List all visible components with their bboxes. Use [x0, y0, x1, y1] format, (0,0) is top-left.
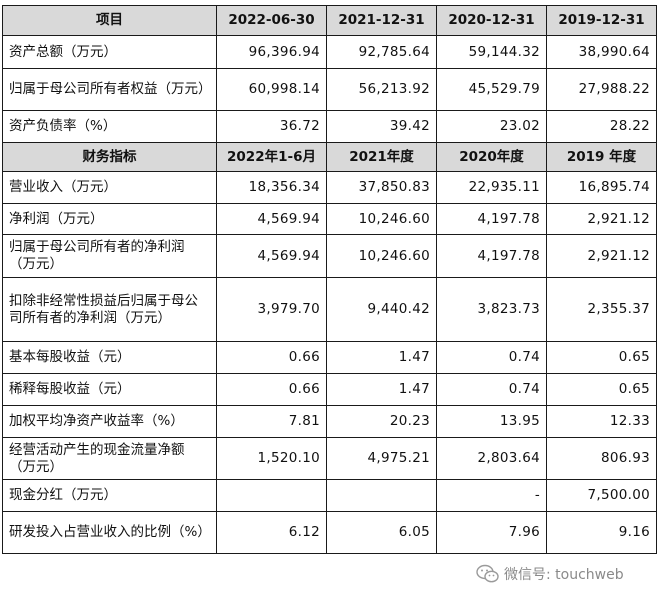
row-label: 归属于母公司所有者权益（万元） [2, 68, 217, 111]
value-cell: 13.95 [436, 405, 547, 438]
row-label: 经营活动产生的现金流量净额（万元） [2, 437, 217, 480]
value-cell: 9.16 [546, 511, 657, 554]
table-row: 营业收入（万元） 18,356.34 37,850.83 22,935.11 1… [2, 171, 657, 204]
row-label: 稀释每股收益（元） [2, 373, 217, 406]
row-label: 扣除非经常性损益后归属于母公司所有者的净利润（万元） [2, 277, 217, 342]
value-cell: 4,975.21 [326, 437, 437, 480]
value-cell [326, 479, 437, 512]
header-cell-item: 项目 [2, 5, 217, 36]
header-cell-indicator: 财务指标 [2, 142, 217, 172]
value-cell: 20.23 [326, 405, 437, 438]
value-cell: 28.22 [546, 110, 657, 143]
row-label: 加权平均净资产收益率（%） [2, 405, 217, 438]
value-cell: 0.65 [546, 341, 657, 374]
table-row: 资产负债率（%） 36.72 39.42 23.02 28.22 [2, 110, 657, 143]
value-cell: 16,895.74 [546, 171, 657, 204]
value-cell: 9,440.42 [326, 277, 437, 342]
table-row: 稀释每股收益（元） 0.66 1.47 0.74 0.65 [2, 373, 657, 406]
value-cell: 39.42 [326, 110, 437, 143]
row-label: 资产负债率（%） [2, 110, 217, 143]
header-cell-2022-06-30: 2022-06-30 [216, 5, 327, 36]
value-cell: 0.74 [436, 373, 547, 406]
value-cell: 2,921.12 [546, 203, 657, 235]
row-label: 现金分红（万元） [2, 479, 217, 512]
header-cell-2021-12-31: 2021-12-31 [326, 5, 437, 36]
value-cell: 10,246.60 [326, 203, 437, 235]
value-cell: - [436, 479, 547, 512]
table-row: 加权平均净资产收益率（%） 7.81 20.23 13.95 12.33 [2, 405, 657, 438]
table-row: 归属于母公司所有者的净利润（万元） 4,569.94 10,246.60 4,1… [2, 234, 657, 278]
table-row: 研发投入占营业收入的比例（%） 6.12 6.05 7.96 9.16 [2, 511, 657, 554]
table-header-row: 项目 2022-06-30 2021-12-31 2020-12-31 2019… [2, 5, 657, 36]
wechat-icon [476, 564, 499, 583]
header-cell-2020: 2020年度 [436, 142, 547, 172]
table-row: 现金分红（万元） - 7,500.00 [2, 479, 657, 512]
value-cell: 0.66 [216, 373, 327, 406]
value-cell: 4,197.78 [436, 234, 547, 278]
value-cell: 22,935.11 [436, 171, 547, 204]
wechat-watermark: 微信号: touchweb [476, 562, 624, 586]
header-cell-2019-12-31: 2019-12-31 [546, 5, 657, 36]
value-cell: 4,569.94 [216, 234, 327, 278]
value-cell: 7.96 [436, 511, 547, 554]
value-cell: 2,355.37 [546, 277, 657, 342]
value-cell: 36.72 [216, 110, 327, 143]
value-cell: 60,998.14 [216, 68, 327, 111]
value-cell: 10,246.60 [326, 234, 437, 278]
row-label: 营业收入（万元） [2, 171, 217, 204]
value-cell: 3,823.73 [436, 277, 547, 342]
value-cell: 7.81 [216, 405, 327, 438]
value-cell: 4,569.94 [216, 203, 327, 235]
value-cell: 4,197.78 [436, 203, 547, 235]
row-label: 净利润（万元） [2, 203, 217, 235]
table-row: 资产总额（万元） 96,396.94 92,785.64 59,144.32 3… [2, 35, 657, 69]
value-cell: 6.05 [326, 511, 437, 554]
header-cell-2019: 2019 年度 [546, 142, 657, 172]
value-cell: 2,921.12 [546, 234, 657, 278]
value-cell: 1,520.10 [216, 437, 327, 480]
section-header-row: 财务指标 2022年1-6月 2021年度 2020年度 2019 年度 [2, 142, 657, 172]
value-cell: 1.47 [326, 373, 437, 406]
header-cell-2021: 2021年度 [326, 142, 437, 172]
value-cell: 37,850.83 [326, 171, 437, 204]
financial-table: 项目 2022-06-30 2021-12-31 2020-12-31 2019… [2, 5, 657, 554]
value-cell: 96,396.94 [216, 35, 327, 69]
value-cell: 23.02 [436, 110, 547, 143]
value-cell: 2,803.64 [436, 437, 547, 480]
row-label: 研发投入占营业收入的比例（%） [2, 511, 217, 554]
value-cell: 3,979.70 [216, 277, 327, 342]
value-cell: 59,144.32 [436, 35, 547, 69]
value-cell: 56,213.92 [326, 68, 437, 111]
table-row: 归属于母公司所有者权益（万元） 60,998.14 56,213.92 45,5… [2, 68, 657, 111]
value-cell: 806.93 [546, 437, 657, 480]
row-label: 资产总额（万元） [2, 35, 217, 69]
value-cell: 7,500.00 [546, 479, 657, 512]
value-cell: 18,356.34 [216, 171, 327, 204]
value-cell: 0.65 [546, 373, 657, 406]
value-cell: 0.74 [436, 341, 547, 374]
value-cell: 38,990.64 [546, 35, 657, 69]
value-cell: 27,988.22 [546, 68, 657, 111]
header-cell-2022h1: 2022年1-6月 [216, 142, 327, 172]
value-cell [216, 479, 327, 512]
table-row: 扣除非经常性损益后归属于母公司所有者的净利润（万元） 3,979.70 9,44… [2, 277, 657, 342]
value-cell: 45,529.79 [436, 68, 547, 111]
value-cell: 0.66 [216, 341, 327, 374]
value-cell: 6.12 [216, 511, 327, 554]
header-cell-2020-12-31: 2020-12-31 [436, 5, 547, 36]
row-label: 基本每股收益（元） [2, 341, 217, 374]
watermark-text: 微信号: touchweb [504, 567, 624, 583]
value-cell: 1.47 [326, 341, 437, 374]
row-label: 归属于母公司所有者的净利润（万元） [2, 234, 217, 278]
table-row: 基本每股收益（元） 0.66 1.47 0.74 0.65 [2, 341, 657, 374]
value-cell: 92,785.64 [326, 35, 437, 69]
value-cell: 12.33 [546, 405, 657, 438]
table-row: 净利润（万元） 4,569.94 10,246.60 4,197.78 2,92… [2, 203, 657, 235]
table-row: 经营活动产生的现金流量净额（万元） 1,520.10 4,975.21 2,80… [2, 437, 657, 480]
